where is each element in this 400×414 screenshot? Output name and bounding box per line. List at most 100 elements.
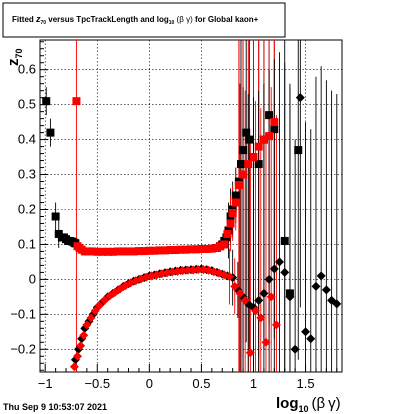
data-point-square [83,247,92,256]
data-point-diamond [251,306,261,316]
data-point-square [216,242,225,251]
data-point-diamond [72,351,82,361]
data-point-square [124,247,133,256]
data-point-square [119,247,128,256]
data-point-diamond [94,301,104,311]
data-point-diamond [275,257,285,267]
data-point-square [270,125,279,134]
title-logsub: 10 [169,20,175,26]
xlabel-beta: β [317,395,326,412]
data-point-square [72,97,81,106]
y-axis-label: z70 [5,48,24,66]
data-point-diamond [86,313,96,323]
data-point-square [42,97,51,106]
data-point-square [294,146,303,155]
y-tick-label: −0.1 [10,306,36,321]
data-point-diamond [230,281,240,291]
footer-timestamp: Thu Sep 9 10:53:07 2021 [3,402,107,412]
data-point-diamond [198,265,208,275]
data-point-diamond [269,264,279,274]
data-point-diamond [290,344,300,354]
data-point-diamond [280,267,290,277]
y-axis: −0.2 −0.1 0 0.1 0.2 0.3 0.4 0.5 0.6 [10,41,48,371]
data-point-square [234,181,243,190]
data-point-diamond [332,299,342,309]
data-point-diamond [271,320,281,330]
data-point-square [93,247,102,256]
data-point-diamond [193,265,203,275]
x-axis-label: log10 (β γ) [276,395,341,414]
title-zsub: 70 [41,20,47,26]
x-tick-label: −1 [38,376,53,391]
title-middle: versus TpcTrackLength and log [46,15,169,24]
data-point-square [114,247,123,256]
x-axis: −1 −0.5 0 0.5 1 1.5 [38,364,338,391]
data-markers [42,93,342,372]
data-point-diamond [69,362,79,372]
title-close: ) [190,15,193,24]
data-point-square [254,142,263,151]
title-beta: β [179,15,184,24]
data-point-diamond [301,327,311,337]
data-point-square [181,245,190,254]
data-point-square [228,208,237,217]
data-point-square [265,111,274,120]
data-point-diamond [285,292,295,302]
data-point-diamond [266,292,276,302]
data-point-diamond [259,288,269,298]
data-point-square [192,245,201,254]
data-point-square [88,247,97,256]
data-point-diamond [188,265,198,275]
y-tick-label: 0.3 [18,167,36,182]
x-tick-label: 0 [146,376,153,391]
data-point-square [239,146,248,155]
data-point-square [98,247,107,256]
data-point-square [226,219,235,228]
title-after-log: ( [174,15,179,24]
data-point-diamond [225,272,235,282]
xlabel-close: ) [336,395,341,412]
title-box: Fitted z70 versus TpcTrackLength and log… [2,2,286,38]
ylabel-z: z [5,59,22,67]
xlabel-gamma: γ [328,395,336,412]
data-point-diamond [306,334,316,344]
data-point-square [197,244,206,253]
xlabel-open: ( [312,395,317,412]
data-point-square [140,247,149,256]
y-tick-label: 0.2 [18,201,36,216]
title-suffix: for Global kaon+ [193,15,259,24]
data-point-square [231,198,240,207]
data-point-square [103,247,112,256]
title-z: z [35,14,41,24]
data-point-square [176,245,185,254]
data-point-square [145,246,154,255]
data-point-square [150,246,159,255]
data-point-diamond [261,337,271,347]
data-point-diamond [256,313,266,323]
data-point-square [108,247,117,256]
data-point-square [202,244,211,253]
data-point-square [270,118,279,127]
data-point-square [242,128,251,137]
title-prefix: Fitted [12,15,36,24]
data-point-square [46,128,55,137]
data-point-square [155,246,164,255]
y-tick-label: 0.6 [18,62,36,77]
data-point-diamond [321,285,331,295]
y-tick-label: 0.1 [18,236,36,251]
data-point-diamond [76,341,86,351]
data-point-square [231,191,240,200]
data-point-diamond [90,306,100,316]
data-point-diamond [183,265,193,275]
data-point-square [245,135,254,144]
x-tick-label: −0.5 [84,376,110,391]
data-point-diamond [245,348,255,358]
data-point-square [236,160,245,169]
x-tick-label: 1 [250,376,257,391]
x-tick-label: 0.5 [192,376,210,391]
data-point-diamond [311,281,321,291]
data-point-square [207,244,216,253]
y-tick-label: 0.5 [18,97,36,112]
data-point-diamond [178,266,188,276]
